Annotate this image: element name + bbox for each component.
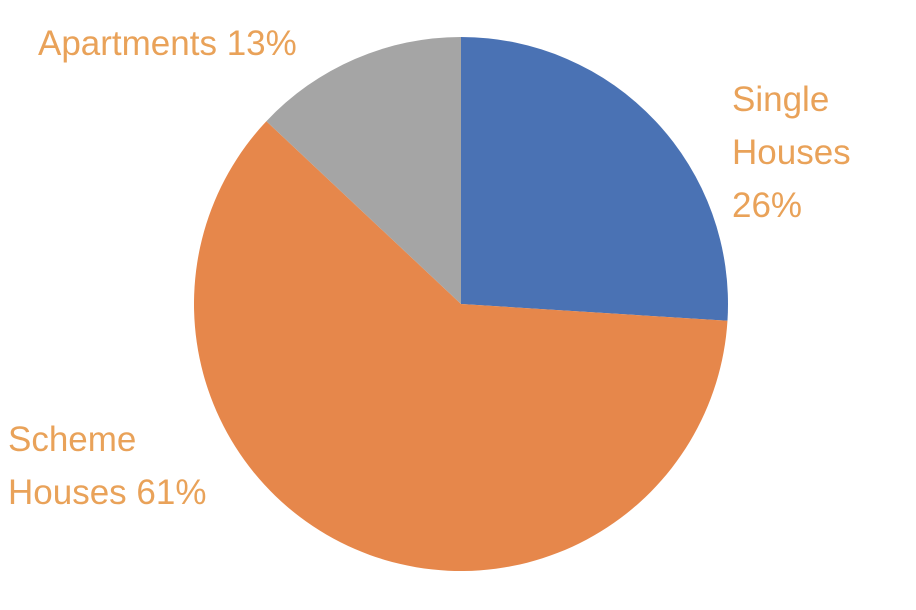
pie-slice-single-houses — [461, 37, 728, 321]
slice-label-apartments: Apartments 13% — [38, 24, 297, 63]
pie-slice-scheme-houses — [193, 121, 728, 572]
slice-label-scheme-houses: Scheme Houses 61% — [8, 420, 207, 512]
pie-slice-apartments — [266, 37, 461, 304]
slice-label-single-houses: Single Houses 26% — [732, 80, 851, 225]
